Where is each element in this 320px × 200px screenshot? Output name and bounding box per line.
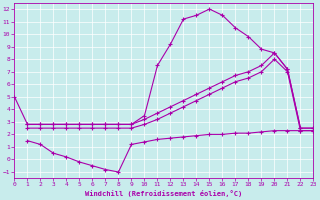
X-axis label: Windchill (Refroidissement éolien,°C): Windchill (Refroidissement éolien,°C) (85, 190, 243, 197)
